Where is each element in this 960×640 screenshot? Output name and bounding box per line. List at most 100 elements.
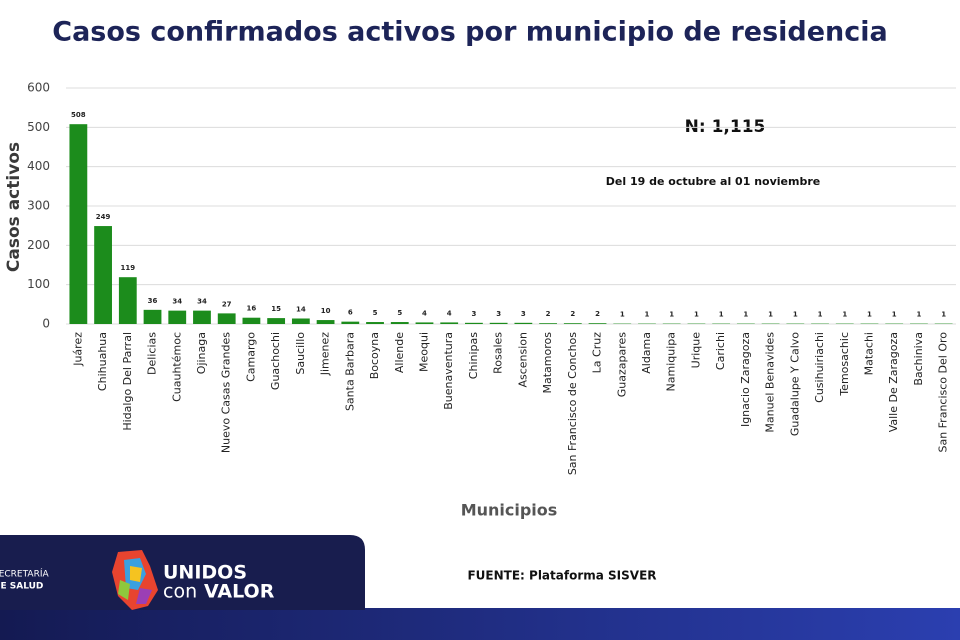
agency-text: DE SALUD xyxy=(0,582,43,592)
footer-panel xyxy=(0,535,365,610)
value-label: 1 xyxy=(645,311,650,319)
x-tick-label: Bocoyna xyxy=(368,332,381,379)
chart-title: Casos confirmados activos por municipio … xyxy=(52,17,887,48)
annotation: Del 19 de octubre al 01 noviembre xyxy=(606,175,820,188)
x-tick-label: Hidalgo Del Parral xyxy=(121,332,134,431)
x-tick-label: Delicias xyxy=(146,332,159,375)
x-tick-label: Cuauhtémoc xyxy=(170,332,183,402)
agency-text: SECRETARÍA xyxy=(0,568,49,580)
bar xyxy=(316,320,335,324)
x-tick-label: Ignacio Zaragoza xyxy=(739,332,752,427)
bar xyxy=(415,322,434,324)
x-tick-label: Jimenez xyxy=(319,332,332,377)
x-tick-label: La Cruz xyxy=(591,332,604,374)
value-label: 3 xyxy=(471,310,476,318)
value-label: 2 xyxy=(570,310,575,318)
x-tick-label: San Francisco Del Oro xyxy=(937,332,950,453)
footer-strip xyxy=(0,608,960,640)
x-tick-label: Ojinaga xyxy=(195,332,208,374)
value-label: 1 xyxy=(818,311,823,319)
bar xyxy=(465,322,483,324)
logo-text: VALOR xyxy=(204,581,275,603)
value-label: 508 xyxy=(71,111,86,119)
x-tick-label: Allende xyxy=(393,332,406,373)
value-label: 4 xyxy=(422,309,427,317)
value-label: 14 xyxy=(296,305,306,313)
logo-text: UNIDOS xyxy=(163,562,247,584)
y-tick-label: 600 xyxy=(27,81,50,95)
bar xyxy=(489,322,508,324)
bar xyxy=(588,323,607,324)
x-tick-label: Urique xyxy=(689,332,702,369)
y-tick-label: 300 xyxy=(27,199,50,213)
bar xyxy=(168,310,187,324)
bar xyxy=(514,322,533,324)
x-tick-label: Camargo xyxy=(244,332,257,382)
value-label: 1 xyxy=(719,311,724,319)
bar xyxy=(94,226,112,324)
value-label: 119 xyxy=(120,264,135,272)
x-tick-label: Chinipas xyxy=(467,332,480,379)
value-label: 1 xyxy=(669,311,674,319)
x-tick-label: Guadalupe Y Calvo xyxy=(788,332,801,436)
x-axis-label: Municipios xyxy=(461,501,558,520)
x-tick-label: Chihuahua xyxy=(96,332,109,391)
x-tick-label: Nuevo Casas Grandes xyxy=(220,332,233,453)
value-label: 10 xyxy=(321,307,331,315)
y-tick-label: 500 xyxy=(27,120,50,134)
x-tick-label: Matamoros xyxy=(541,332,554,394)
x-tick-label: Cusihuiriachi xyxy=(813,332,826,403)
bar xyxy=(341,321,360,324)
x-tick-label: Santa Barbara xyxy=(343,332,356,411)
bar xyxy=(193,310,211,324)
logo-shape xyxy=(112,550,158,610)
value-label: 2 xyxy=(546,310,551,318)
bar xyxy=(267,318,286,324)
value-label: 1 xyxy=(867,311,872,319)
x-tick-label: Manuel Benavides xyxy=(764,332,777,433)
x-tick-label: Namiquipa xyxy=(665,332,678,391)
bar xyxy=(539,323,557,324)
x-tick-label: Temosachic xyxy=(838,332,851,397)
y-axis-label: Casos activos xyxy=(4,142,24,272)
x-tick-label: Aldama xyxy=(640,332,653,374)
x-tick-label: Guazapares xyxy=(615,332,628,398)
bar xyxy=(143,309,162,324)
value-label: 3 xyxy=(496,310,501,318)
value-label: 1 xyxy=(620,311,625,319)
value-label: 36 xyxy=(148,297,158,305)
value-label: 1 xyxy=(916,311,921,319)
x-tick-label: Ascension xyxy=(516,332,529,388)
x-tick-label: Guachochi xyxy=(269,332,282,390)
source-text: FUENTE: Plataforma SISVER xyxy=(467,569,656,583)
x-tick-label: Saucillo xyxy=(294,332,307,375)
value-label: 16 xyxy=(247,305,257,313)
x-tick-label: Juárez xyxy=(71,332,84,367)
value-label: 1 xyxy=(793,311,798,319)
x-tick-label: Meoqui xyxy=(417,332,430,372)
value-label: 34 xyxy=(197,298,207,306)
value-label: 27 xyxy=(222,300,232,308)
y-tick-label: 400 xyxy=(27,159,50,173)
value-label: 4 xyxy=(447,309,452,317)
x-tick-label: Rosales xyxy=(492,332,505,374)
value-label: 6 xyxy=(348,309,353,317)
x-tick-label: Carichi xyxy=(714,332,727,370)
value-label: 1 xyxy=(768,311,773,319)
value-label: 249 xyxy=(96,213,111,221)
y-tick-label: 100 xyxy=(27,277,50,291)
bar xyxy=(118,277,137,324)
value-label: 5 xyxy=(373,309,378,317)
x-tick-label: Matachi xyxy=(862,332,875,375)
value-label: 5 xyxy=(397,309,402,317)
logo-text: con xyxy=(163,581,197,603)
bar xyxy=(291,318,310,324)
x-tick-label: Bachiniva xyxy=(912,332,925,386)
bar xyxy=(563,323,582,324)
x-tick-label: Valle De Zaragoza xyxy=(887,332,900,432)
value-label: 1 xyxy=(842,311,847,319)
value-label: 2 xyxy=(595,310,600,318)
bar xyxy=(366,322,384,324)
value-label: 1 xyxy=(892,311,897,319)
